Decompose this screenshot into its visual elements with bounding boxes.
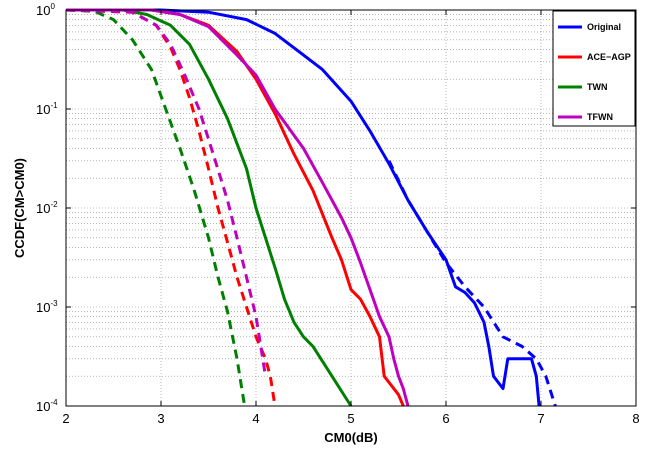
grid	[66, 10, 636, 406]
x-tick-label: 3	[157, 411, 164, 426]
legend-box	[552, 10, 636, 127]
y-tick-label: 10-4	[36, 398, 58, 414]
series-line	[65, 8, 267, 377]
legend-label: Original	[587, 22, 621, 32]
series-line	[387, 160, 557, 407]
x-tick-label: 5	[347, 411, 354, 426]
y-tick-base: 10	[36, 201, 50, 216]
x-tick-label: 4	[252, 411, 259, 426]
y-tick-label: 10-3	[36, 299, 58, 315]
x-tick-label: 7	[537, 411, 544, 426]
x-tick-label: 2	[62, 411, 69, 426]
x-tick-label: 8	[632, 411, 639, 426]
y-tick-label: 10-1	[36, 101, 58, 117]
y-tick-label: 10-2	[36, 200, 58, 216]
series-group	[65, 8, 557, 407]
y-tick-exponent: 0	[50, 2, 55, 11]
y-tick-label: 100	[36, 2, 55, 18]
y-tick-base: 10	[36, 300, 50, 315]
y-tick-base: 10	[36, 102, 50, 117]
y-axis-label: CCDF(CM>CM0)	[12, 158, 27, 258]
x-tick-label: 6	[442, 411, 449, 426]
legend-label: TWN	[587, 82, 608, 92]
y-tick-base: 10	[36, 3, 50, 18]
y-tick-exponent: -2	[50, 200, 58, 209]
x-axis-label: CM0(dB)	[324, 430, 377, 445]
x-tick-labels: 2 3 4 5 6 7 8	[62, 411, 639, 426]
legend: Original ACE−AGP TWN TFWN	[552, 10, 636, 127]
legend-label: TFWN	[587, 112, 613, 122]
y-tick-exponent: -1	[50, 101, 58, 110]
y-tick-base: 10	[36, 399, 50, 414]
series-line	[65, 8, 247, 407]
y-tick-exponent: -3	[50, 299, 58, 308]
series-line	[66, 8, 353, 407]
series-line	[66, 8, 410, 407]
legend-label: ACE−AGP	[587, 52, 631, 62]
y-tick-exponent: -4	[50, 398, 58, 407]
